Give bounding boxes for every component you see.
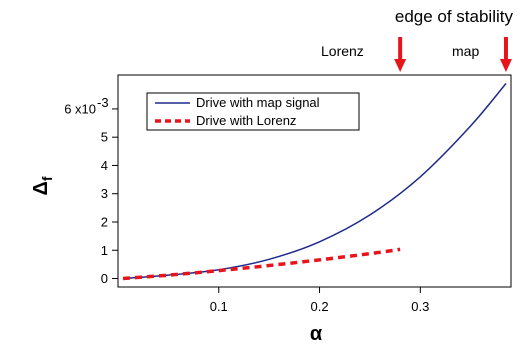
y-multiplier-exponent: -3 [97, 95, 109, 110]
legend-label-map: Drive with map signal [196, 95, 320, 110]
y-tick-label: 2 [101, 214, 108, 229]
annotation-map: map [452, 43, 479, 59]
y-tick-label: 3 [101, 186, 108, 201]
y-tick-label: 5 [101, 130, 108, 145]
svg-text:Δf: Δf [30, 176, 55, 195]
x-tick-label: 0.2 [310, 299, 328, 314]
x-axis: 0.1 0.2 0.3 [210, 287, 429, 314]
x-axis-title: α [310, 323, 323, 345]
legend-box [146, 92, 360, 131]
y-axis-title: Δf [30, 176, 55, 195]
x-tick-label: 0.1 [210, 299, 228, 314]
annotation-edge-of-stability: edge of stability [395, 7, 514, 26]
legend-label-lorenz: Drive with Lorenz [196, 113, 296, 128]
legend: Drive with map signal Drive with Lorenz [146, 92, 360, 131]
annotation-lorenz: Lorenz [321, 43, 364, 59]
y-tick-label: 0 [101, 271, 108, 286]
arrow-head [499, 59, 512, 72]
y-tick-label: 6 x10 [64, 101, 96, 116]
y-axis: 0 1 2 3 4 5 6 x10 [64, 101, 118, 286]
y-tick-label: 1 [101, 243, 108, 258]
y-tick-label: 4 [101, 158, 108, 173]
annotation-arrows [394, 37, 512, 72]
y-axis-title-subscript: f [39, 176, 55, 181]
series-line-lorenz [122, 247, 401, 281]
series-layer [122, 83, 507, 281]
arrow-head [394, 59, 407, 72]
x-tick-label: 0.3 [411, 299, 429, 314]
plot-frame [117, 74, 512, 288]
y-axis-title-main: Δ [30, 181, 52, 195]
